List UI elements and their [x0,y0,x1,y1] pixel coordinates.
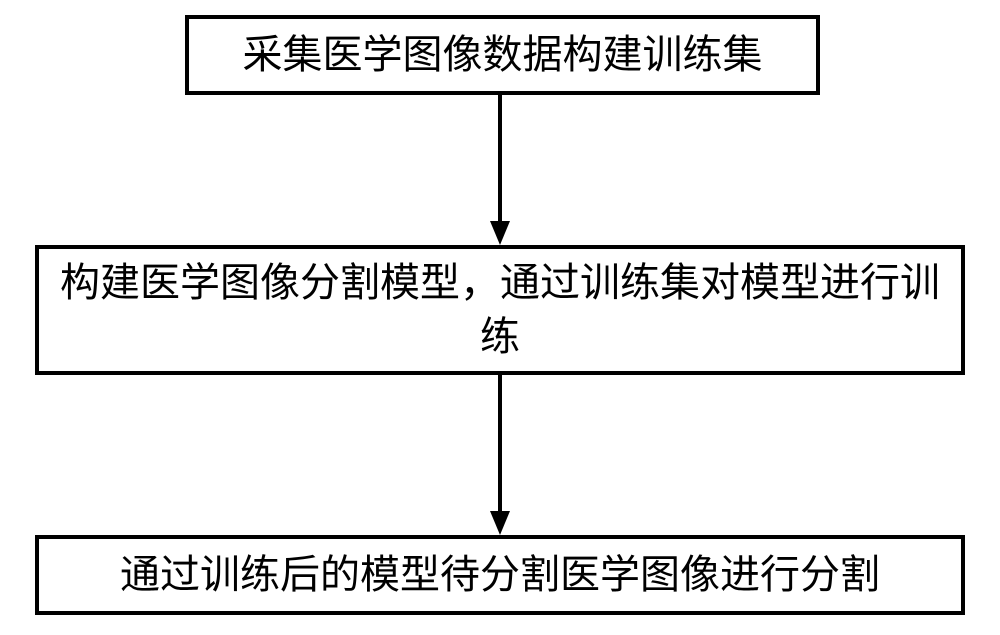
edge-1-head [490,221,510,245]
flow-node-2: 构建医学图像分割模型，通过训练集对模型进行训练 [35,245,965,375]
flowchart-canvas: 采集医学图像数据构建训练集 构建医学图像分割模型，通过训练集对模型进行训练 通过… [0,0,1000,635]
flow-node-1-text: 采集医学图像数据构建训练集 [243,28,763,82]
flow-node-3-text: 通过训练后的模型待分割医学图像进行分割 [120,548,880,602]
flow-node-2-text: 构建医学图像分割模型，通过训练集对模型进行训练 [59,256,941,364]
edge-2-head [490,511,510,535]
flow-node-1: 采集医学图像数据构建训练集 [185,15,820,95]
flow-node-3: 通过训练后的模型待分割医学图像进行分割 [35,535,965,615]
